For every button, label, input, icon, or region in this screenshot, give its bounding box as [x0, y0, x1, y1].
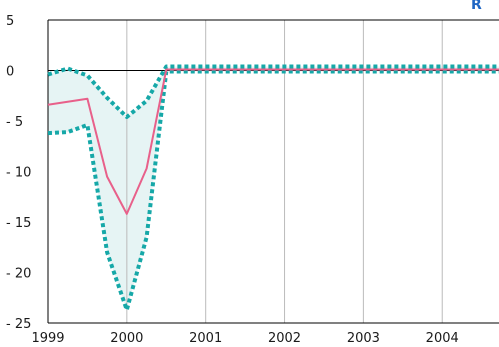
x-tick-label: 2002 [268, 331, 301, 346]
x-tick-label: 2001 [189, 331, 222, 346]
y-tick-label: - 20 [6, 267, 31, 282]
x-tick-label: 2003 [347, 331, 380, 346]
corner-label: R [471, 0, 482, 13]
lower-band-line [47, 69, 499, 312]
x-tick-label: 2000 [110, 331, 143, 346]
y-tick-label: 5 [6, 14, 14, 29]
y-tick-label: - 25 [6, 317, 31, 332]
y-tick-label: 0 [6, 65, 14, 80]
y-tick-label: - 5 [6, 115, 23, 130]
central-line [47, 68, 499, 215]
x-tick-label: 1999 [31, 331, 64, 346]
y-tick-label: - 10 [6, 166, 31, 181]
x-tick-label: 2004 [426, 331, 459, 346]
y-tick-label: - 15 [6, 216, 31, 231]
upper-band-line [47, 64, 499, 119]
